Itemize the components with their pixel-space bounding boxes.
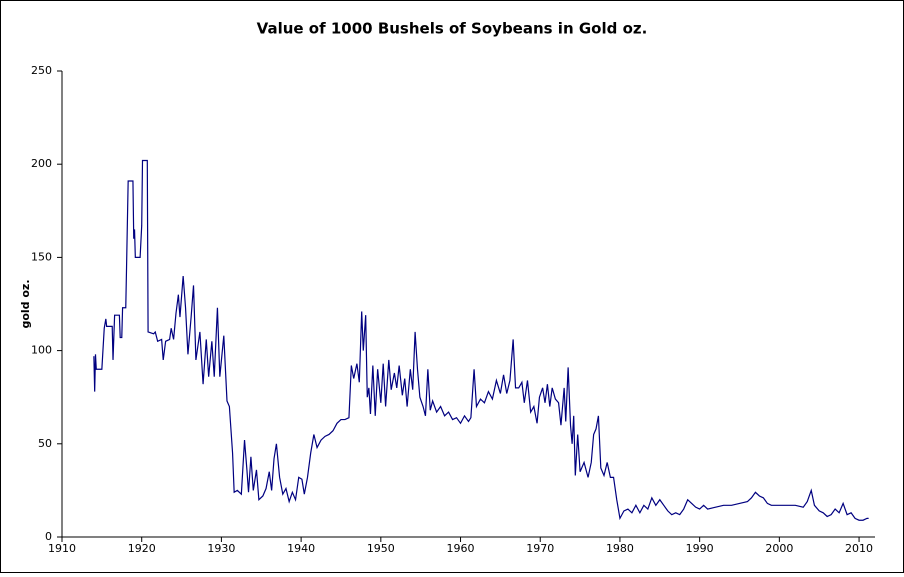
y-tick-label: 50 [38, 437, 52, 450]
x-tick-label: 1950 [367, 542, 395, 555]
y-tick-label: 200 [31, 157, 52, 170]
x-tick-label: 1960 [447, 542, 475, 555]
x-tick-label: 2000 [765, 542, 793, 555]
x-tick-label: 1970 [526, 542, 554, 555]
y-tick-label: 250 [31, 64, 52, 77]
y-tick-label: 0 [45, 530, 52, 543]
y-tick-label: 150 [31, 250, 52, 263]
x-tick-label: 2010 [845, 542, 873, 555]
data-line [93, 159, 869, 521]
y-axis-label: gold oz. [19, 279, 32, 328]
x-tick-label: 1930 [207, 542, 235, 555]
x-tick-label: 1910 [48, 542, 76, 555]
x-tick-label: 1920 [128, 542, 156, 555]
y-tick-label: 100 [31, 344, 52, 357]
chart-title: Value of 1000 Bushels of Soybeans in Gol… [257, 20, 648, 38]
x-tick-label: 1990 [686, 542, 714, 555]
x-tick-label: 1980 [606, 542, 634, 555]
x-tick-label: 1940 [287, 542, 315, 555]
